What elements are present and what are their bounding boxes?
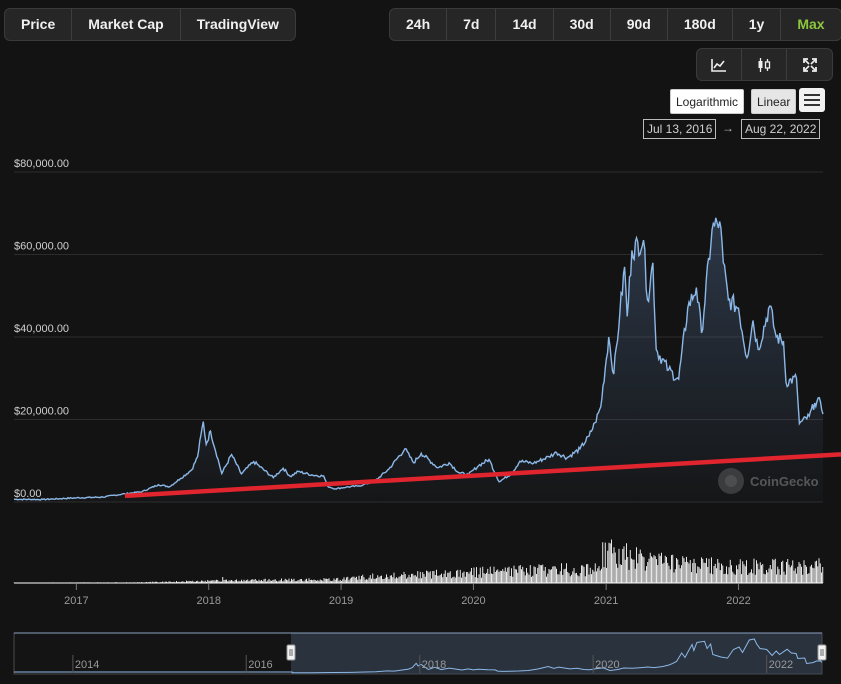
x-tick-label: 2018: [196, 595, 220, 607]
coingecko-watermark: CoinGecko: [718, 468, 819, 494]
y-tick-label: $0.00: [14, 488, 42, 500]
tab-range-1y[interactable]: 1y: [733, 9, 782, 40]
date-range-arrow: →: [722, 121, 734, 135]
y-tick-label: $60,000.00: [14, 241, 69, 253]
tab-range-max[interactable]: Max: [797, 16, 825, 32]
tab-price[interactable]: Price: [5, 9, 73, 40]
date-from-input[interactable]: Jul 13, 2016: [643, 119, 717, 139]
line-chart-button[interactable]: [697, 49, 742, 80]
price-area: [14, 217, 823, 503]
candlestick-button[interactable]: [742, 49, 787, 80]
x-tick-label: 2021: [594, 595, 618, 607]
tab-range-14d[interactable]: 14d: [496, 9, 554, 40]
navigator-tick-label: 2016: [248, 659, 272, 671]
navigator-right-handle[interactable]: [817, 644, 827, 661]
volume-bar: [13, 539, 824, 583]
x-tick-label: 2022: [726, 595, 750, 607]
trend-line: [124, 452, 841, 499]
tab-range-30d[interactable]: 30d: [554, 9, 611, 40]
chart-menu-button[interactable]: [799, 88, 825, 112]
svg-text:CoinGecko: CoinGecko: [750, 474, 819, 489]
x-tick-label: 2017: [64, 595, 88, 607]
x-tick-label: 2019: [329, 595, 353, 607]
navigator-tick-label: 2020: [595, 659, 619, 671]
hamburger-icon: [804, 94, 820, 96]
tab-range-7d[interactable]: 7d: [447, 9, 497, 40]
tab-range-90d[interactable]: 90d: [611, 9, 668, 40]
tab-range-24h[interactable]: 24h: [390, 9, 448, 40]
navigator-tick-label: 2014: [75, 659, 99, 671]
navigator-tick-label: 2022: [769, 659, 793, 671]
range-tabs: 24h 7d 14d 30d 90d 180d 1y Max: [389, 8, 841, 41]
price-line: [14, 217, 824, 501]
navigator-line: [14, 638, 823, 674]
y-tick-label: $20,000.00: [14, 406, 69, 418]
fullscreen-button[interactable]: [787, 49, 832, 80]
y-tick-label: $80,000.00: [14, 158, 69, 170]
navigator-selection[interactable]: [291, 633, 822, 674]
line-chart-icon: [711, 58, 726, 72]
logarithmic-button[interactable]: Logarithmic: [670, 89, 745, 114]
navigator: 2014 2016 2018 2020 2022: [13, 632, 827, 675]
y-tick-label: $40,000.00: [14, 323, 69, 335]
volume-bars: [13, 539, 824, 583]
tab-market-cap[interactable]: Market Cap: [72, 9, 181, 40]
navigator-left-handle[interactable]: [286, 644, 296, 661]
metric-tabs: Price Market Cap TradingView: [4, 8, 296, 41]
x-tick-label: 2020: [461, 595, 485, 607]
date-to-input[interactable]: Aug 22, 2022: [741, 119, 821, 139]
tab-range-180d[interactable]: 180d: [668, 9, 733, 40]
chart-view-toggle: [696, 48, 833, 81]
tab-tradingview[interactable]: TradingView: [196, 16, 279, 32]
candlestick-icon: [758, 57, 771, 72]
fullscreen-icon: [802, 57, 817, 72]
linear-button[interactable]: Linear: [751, 89, 797, 114]
navigator-tick-label: 2018: [422, 659, 446, 671]
